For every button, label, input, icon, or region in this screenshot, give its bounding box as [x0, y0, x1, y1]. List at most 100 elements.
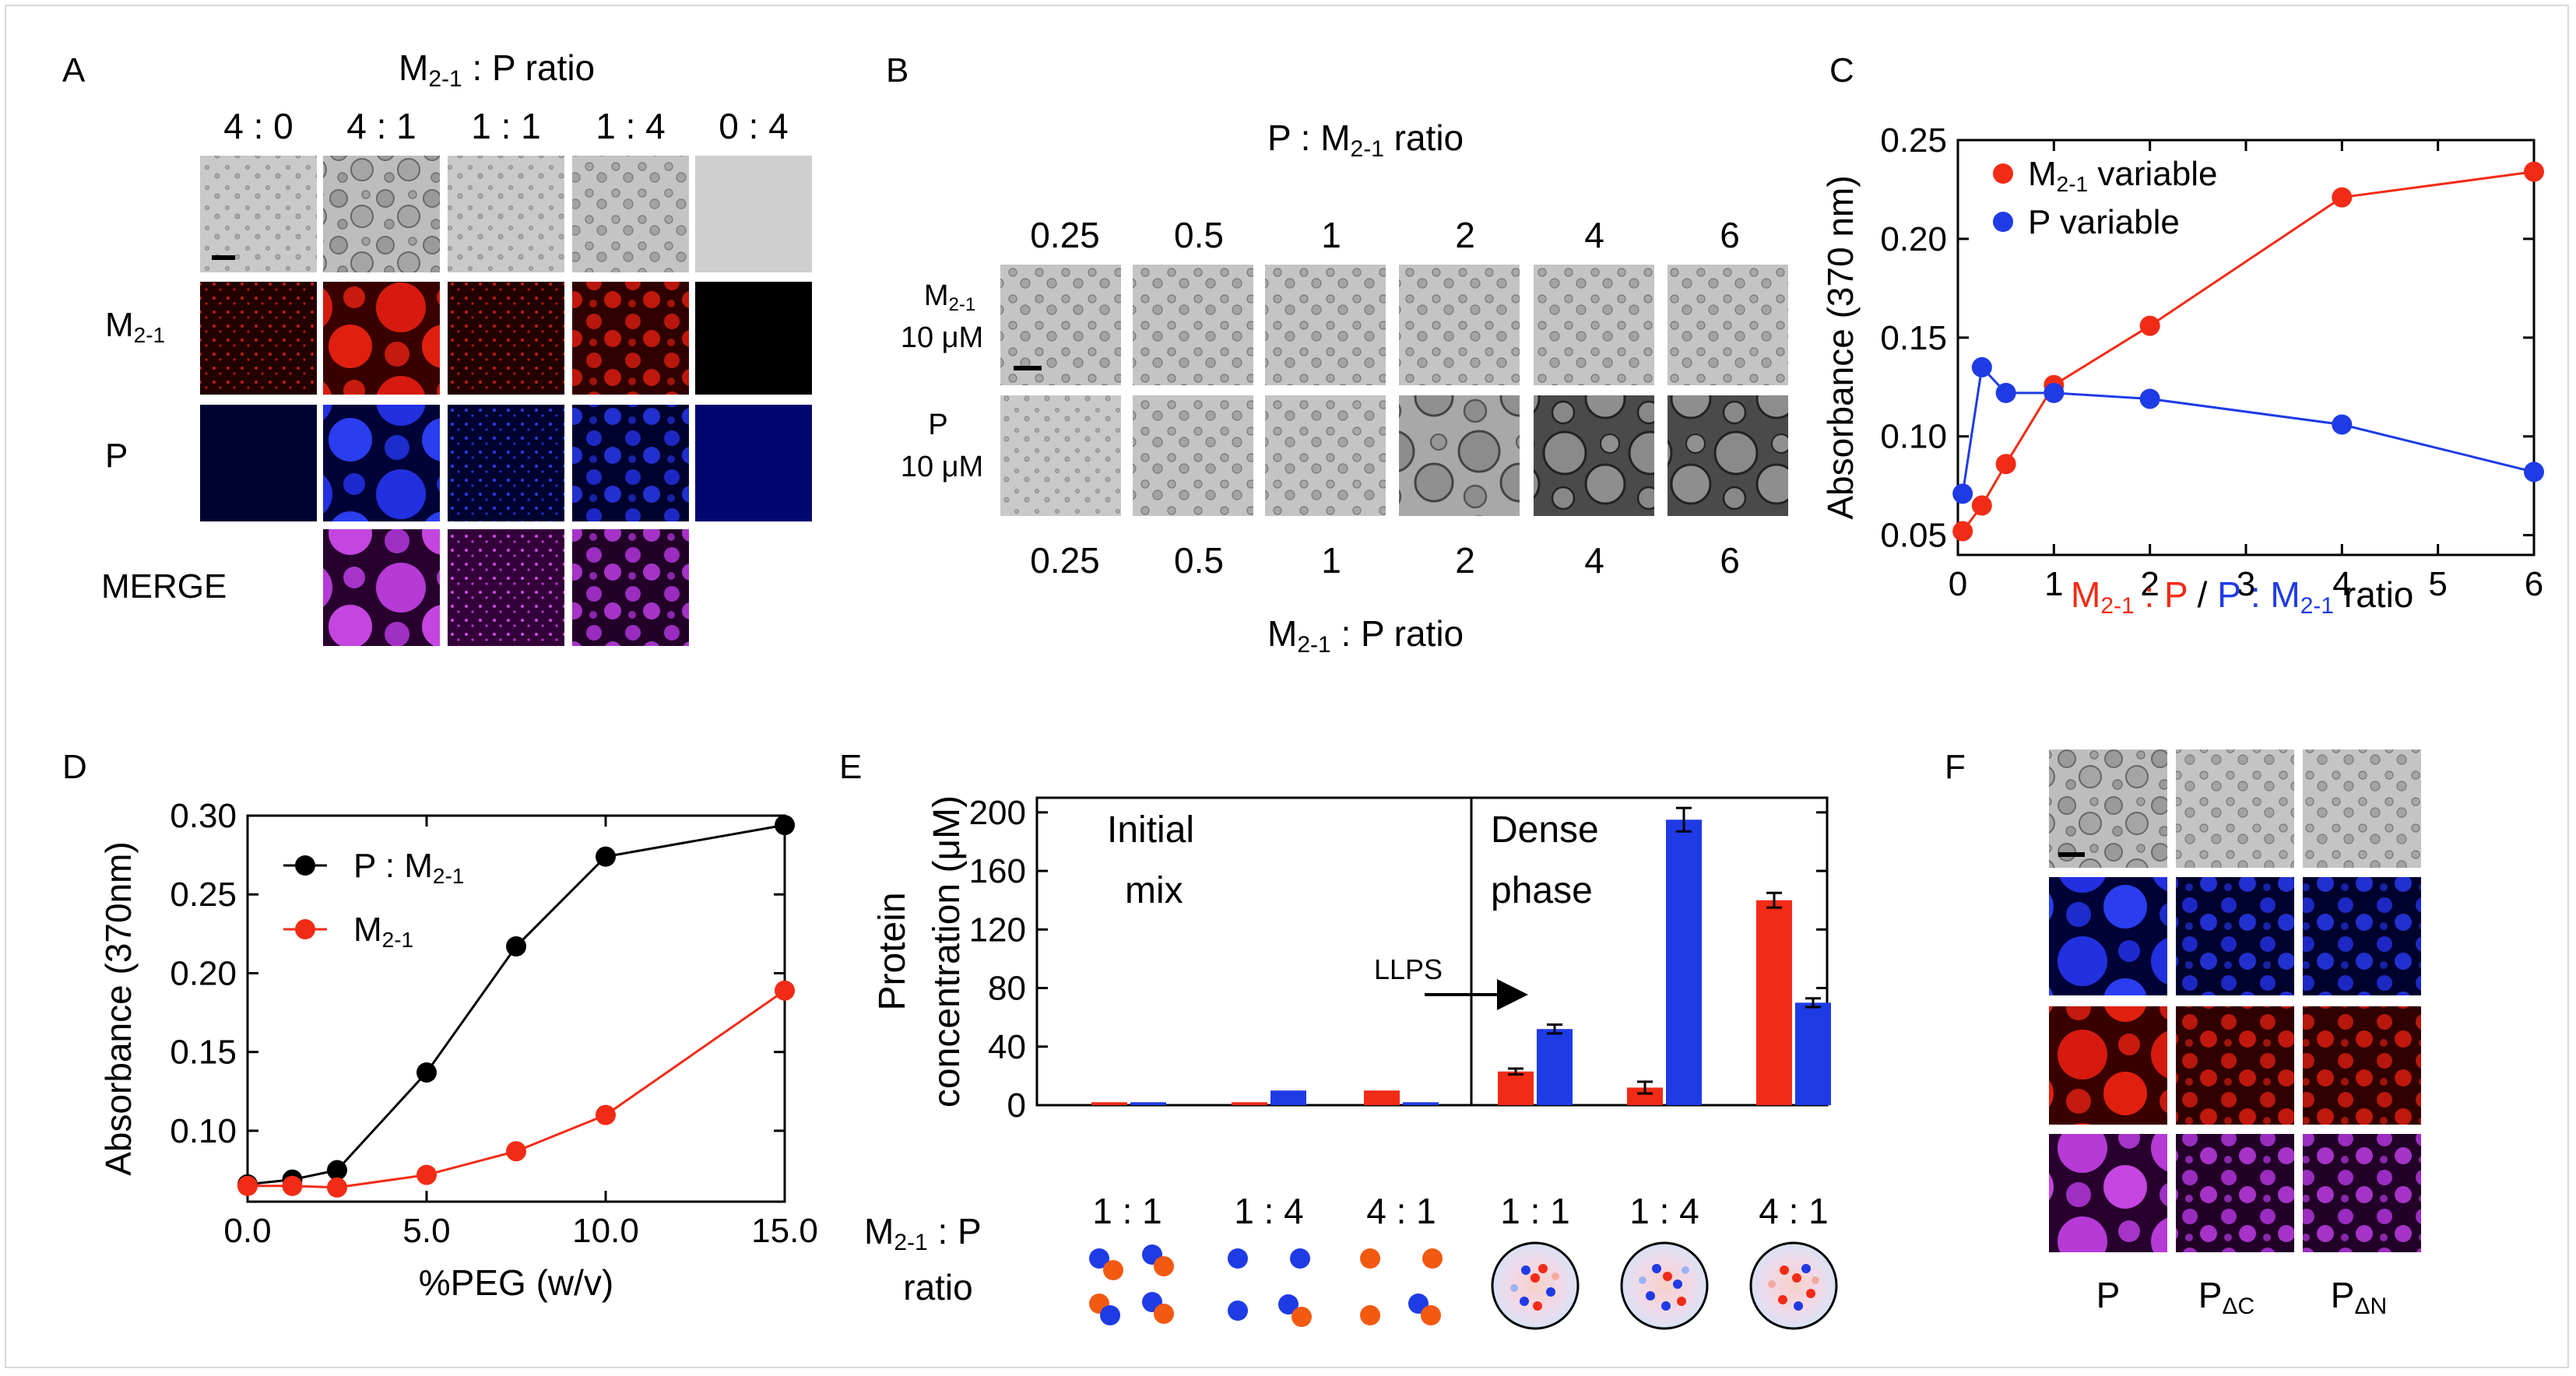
- legend-label: M2-1 variable: [2028, 155, 2217, 196]
- legend-marker: [295, 919, 315, 939]
- schematic-droplet: [1491, 1241, 1580, 1330]
- data-point: [775, 980, 795, 1001]
- y-tick-label: 0.25: [170, 876, 237, 914]
- micrograph-m21: [200, 282, 317, 395]
- micrograph-f: [2176, 749, 2294, 868]
- scale-bar: [2058, 852, 2085, 857]
- panel-b-top-tick: 2: [1455, 215, 1475, 255]
- micrograph-f: [2049, 749, 2167, 868]
- panel-b-top-tick: 6: [1720, 215, 1740, 255]
- data-point: [2332, 414, 2353, 435]
- plot-frame: [246, 814, 786, 1203]
- schematic-initial-1-4: [1228, 1248, 1312, 1327]
- dense-phase-label: Dense: [1491, 809, 1599, 851]
- y-tick-label: 0.20: [1880, 220, 1947, 258]
- y-tick-label: 120: [969, 911, 1026, 949]
- micrograph-f: [2303, 1134, 2421, 1252]
- panel-a-row-label-merge: MERGE: [101, 567, 227, 606]
- micrograph-f: [2176, 877, 2294, 995]
- panel-a-label: A: [62, 51, 86, 90]
- micrograph-b: [1399, 265, 1520, 385]
- y-axis-label: Absorbance (370nm): [98, 841, 139, 1176]
- schematic-droplet: [1749, 1241, 1838, 1330]
- scale-bar: [212, 255, 235, 260]
- bar: [1498, 1071, 1534, 1105]
- panel-b-label: B: [886, 51, 908, 90]
- y-tick-label: 0.30: [170, 797, 237, 835]
- figure-border: [5, 5, 2569, 1368]
- data-point: [1952, 521, 1973, 542]
- schematic-droplet: [1620, 1241, 1709, 1330]
- schematic-ratio: 1 : 4: [1234, 1191, 1304, 1231]
- panel-e: E 0 40 80 120 160 200 Protein concentration (μM…: [839, 748, 1838, 1330]
- panel-d-label: D: [62, 748, 87, 786]
- plot-frame: [1956, 139, 2536, 556]
- panel-b-bottom-tick: 4: [1584, 540, 1604, 581]
- schematic-ratio: 4 : 1: [1759, 1191, 1829, 1231]
- micrograph-brightfield: [695, 156, 812, 272]
- micrograph-f: [2303, 749, 2421, 868]
- panel-b-row1-conc: 10 μM: [901, 321, 983, 354]
- data-point: [506, 936, 526, 957]
- x-tick-label: 2: [2140, 565, 2159, 603]
- panel-b-row2-label: P: [928, 409, 947, 441]
- series-line: [247, 823, 785, 1186]
- x-tick-label: 5: [2428, 565, 2447, 603]
- micrograph-p: [448, 405, 564, 521]
- data-point: [2332, 187, 2353, 208]
- chart-c: 0.05 0.10 0.15 0.20 0.25 0 1 2 3 4 5 6 Absorbance (3…: [1820, 121, 2544, 603]
- panel-b-top-title: P : M2-1 ratio: [1267, 118, 1464, 162]
- initial-mix-label: Initial: [1107, 809, 1194, 851]
- y-tick-label: 0.05: [1880, 517, 1947, 555]
- panel-a-col-label: 4 : 0: [223, 106, 293, 146]
- y-tick-label: 0.10: [170, 1112, 237, 1150]
- y-tick-label: 0: [1007, 1086, 1026, 1125]
- panel-c: C 0.05 0.10 0.15 0.20 0.25 0 1 2 3 4 5 6 Absorbance …: [1820, 51, 2544, 619]
- panel-a-col-label: 1 : 4: [596, 106, 666, 146]
- bar: [1756, 900, 1792, 1105]
- y-tick-label: 0.10: [1880, 418, 1947, 456]
- bar: [1091, 1102, 1127, 1105]
- x-tick-label: 15.0: [751, 1212, 818, 1250]
- llps-label: LLPS: [1374, 953, 1443, 985]
- micrograph-f: [2049, 877, 2167, 995]
- data-point: [327, 1160, 347, 1181]
- panel-b-row2-conc: 10 μM: [901, 451, 983, 483]
- initial-mix-label: mix: [1125, 870, 1183, 911]
- y-tick-label: 0.15: [170, 1034, 237, 1072]
- panel-a: A M2-1 : P ratio 4 : 0 4 : 1 1 : 1 1 : 4…: [62, 47, 812, 646]
- panel-b-top-tick: 1: [1321, 215, 1341, 255]
- panel-b-bottom-tick: 0.25: [1030, 540, 1100, 581]
- panel-f-col-label: PΔC: [2198, 1275, 2254, 1319]
- panel-a-col-label: 0 : 4: [719, 106, 789, 146]
- y-tick-label: 0.25: [1880, 121, 1947, 160]
- chart-c-xlabel: M2-1 : P / P : M2-1 ratio: [2071, 574, 2413, 619]
- micrograph-brightfield: [448, 156, 564, 272]
- data-point: [506, 1141, 526, 1162]
- bar: [1537, 1029, 1573, 1105]
- micrograph-brightfield: [572, 156, 689, 272]
- x-tick-label: 5.0: [402, 1212, 450, 1250]
- legend-label: P : M2-1: [353, 847, 464, 888]
- panel-f-col-label: PΔN: [2331, 1275, 2387, 1319]
- panel-b: B P : M2-1 ratio 0.25 0.5 1 2 4 6 M2-1 1…: [886, 51, 1788, 658]
- legend-label: M2-1: [353, 911, 413, 952]
- micrograph-b: [1668, 265, 1788, 385]
- data-point: [1971, 495, 1992, 516]
- micrograph-b: [1000, 265, 1121, 385]
- schematic-initial-1-1: [1089, 1244, 1174, 1325]
- data-point: [237, 1175, 258, 1196]
- x-tick-label: 3: [2237, 565, 2255, 603]
- panel-a-row-label-m21: M2-1: [105, 306, 165, 347]
- panel-b-bottom-tick: 1: [1321, 540, 1341, 581]
- micrograph-b: [1133, 265, 1253, 385]
- data-point: [1995, 454, 2016, 475]
- bar: [1403, 1102, 1439, 1105]
- x-tick-label: 10.0: [572, 1212, 639, 1250]
- bar: [1627, 1087, 1663, 1105]
- schematic-ratio: 1 : 1: [1092, 1191, 1162, 1231]
- micrograph-m21: [695, 282, 812, 395]
- micrograph-b: [1265, 395, 1386, 516]
- micrograph-merge: [448, 529, 564, 646]
